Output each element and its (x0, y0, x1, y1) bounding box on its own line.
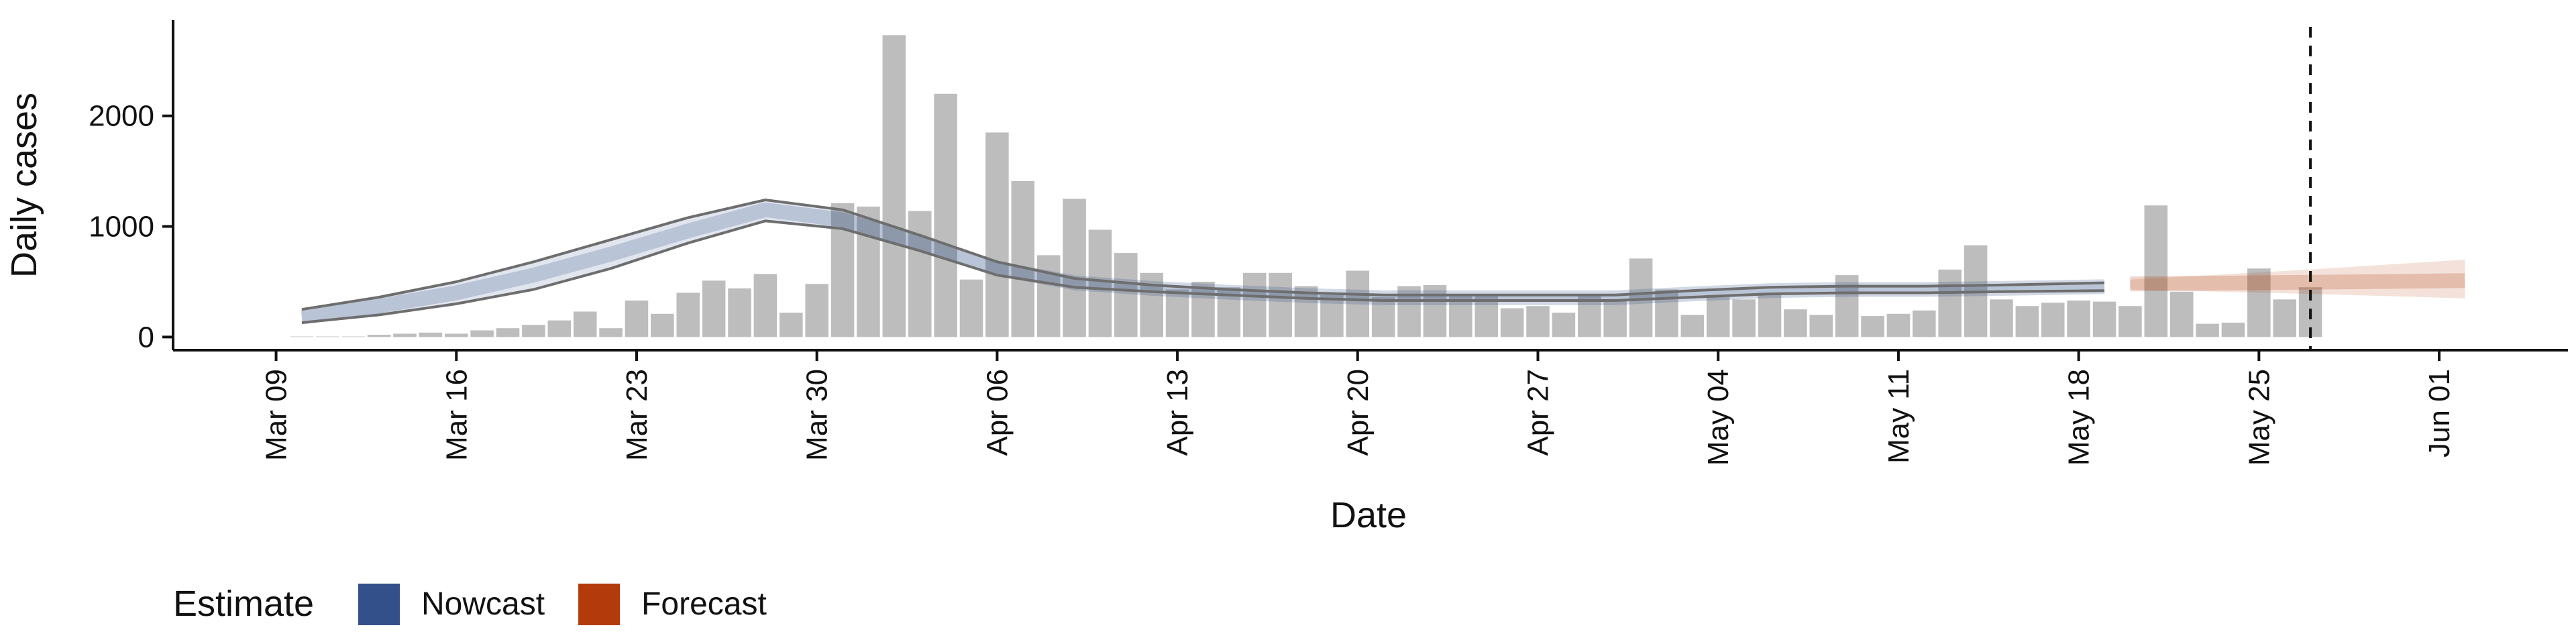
bar (805, 284, 828, 337)
bar (1088, 229, 1112, 337)
bar (1913, 310, 1936, 337)
bar (1886, 313, 1911, 337)
bar (1036, 255, 1061, 337)
bar (2041, 303, 2065, 337)
bar (2247, 268, 2271, 337)
x-tick-label: Apr 06 (981, 369, 1014, 456)
bar (2196, 323, 2219, 337)
bar (1011, 180, 1035, 337)
estimate-lower-line (301, 219, 2105, 324)
bar (419, 332, 443, 337)
bar (1500, 308, 1524, 337)
bar (1294, 286, 1318, 337)
bar (625, 300, 649, 337)
x-axis-title: Date (1330, 495, 1407, 535)
bar (1320, 294, 1344, 337)
legend-key (578, 584, 621, 625)
estimate-median (301, 202, 2105, 325)
bar (1371, 297, 1395, 337)
x-tick-label: Mar 09 (260, 369, 293, 461)
bar (393, 333, 417, 337)
bar (651, 313, 674, 337)
x-tick-label: May 11 (1882, 369, 1915, 464)
bar (1346, 270, 1370, 337)
legend-label: Nowcast (421, 586, 545, 622)
bar (573, 311, 597, 337)
bar (1191, 281, 1215, 337)
bar (1242, 272, 1267, 337)
bar (1165, 289, 1189, 337)
bar (959, 279, 983, 337)
bar (1861, 316, 1884, 337)
bar (496, 328, 520, 337)
bar (1732, 299, 1756, 337)
x-tick-label: Mar 30 (801, 369, 834, 461)
bar (1552, 313, 1576, 337)
bar (522, 325, 545, 337)
bar (2144, 205, 2168, 337)
bar (882, 35, 906, 337)
bar (1578, 296, 1601, 337)
bar (1526, 306, 1550, 337)
bar (1269, 272, 1292, 337)
x-tick-label: Apr 27 (1522, 369, 1555, 456)
estimate-band (2130, 260, 2465, 299)
x-tick-label: Jun 01 (2423, 369, 2456, 458)
bar (908, 211, 932, 337)
bar (2273, 299, 2297, 337)
y-tick-label: 0 (138, 321, 154, 354)
legend-label: Forecast (641, 586, 767, 622)
estimate-median (2130, 273, 2465, 292)
bar (1063, 199, 1086, 337)
bar (753, 274, 777, 337)
x-tick-label: May 18 (2063, 369, 2096, 466)
bar (1706, 297, 1730, 337)
legend-title: Estimate (173, 584, 314, 624)
bar (1990, 299, 2013, 337)
x-tick-label: Mar 23 (621, 369, 653, 461)
estimate-upper-line (301, 199, 2105, 311)
bar (676, 292, 700, 337)
bar (2067, 300, 2090, 337)
bar (1474, 294, 1499, 337)
bar (1938, 269, 1962, 337)
y-axis-title: Daily cases (4, 93, 44, 278)
bar (444, 333, 468, 337)
bar (830, 203, 855, 337)
bar (985, 132, 1009, 337)
bar (2221, 322, 2245, 337)
bar (1680, 315, 1705, 337)
x-tick-label: Apr 13 (1161, 369, 1194, 456)
y-tick-label: 2000 (89, 100, 154, 133)
bar (367, 335, 391, 337)
x-tick-label: May 25 (2243, 369, 2275, 466)
bar (1809, 315, 1833, 337)
bar (1449, 294, 1472, 337)
bar (1603, 300, 1627, 337)
bar (547, 320, 572, 337)
x-tick-label: May 04 (1702, 369, 1735, 466)
bar (934, 93, 957, 337)
bar (1114, 253, 1138, 337)
bar (2169, 291, 2194, 337)
bar (470, 330, 494, 337)
bar (702, 280, 726, 337)
bar (1784, 309, 1807, 337)
bar (857, 206, 880, 337)
y-tick-label: 1000 (89, 211, 154, 244)
bar (2015, 306, 2039, 337)
legend-key (358, 584, 400, 625)
bar (599, 328, 623, 337)
x-tick-label: Apr 20 (1342, 369, 1375, 456)
bar (2092, 301, 2116, 337)
bar (728, 288, 751, 337)
bar (2118, 306, 2142, 337)
bar (1758, 292, 1782, 337)
bar (780, 313, 803, 337)
x-tick-label: Mar 16 (440, 369, 473, 461)
